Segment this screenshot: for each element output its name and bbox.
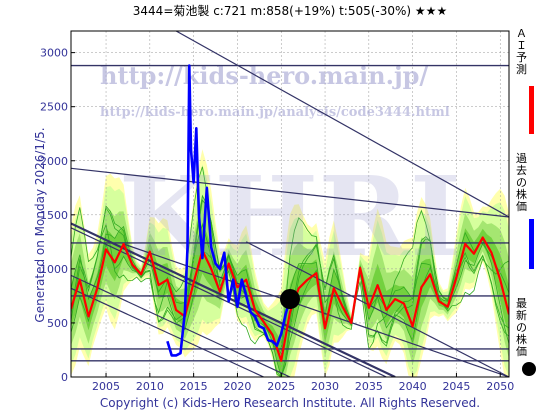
x-tick-label-2020: 2020 (223, 380, 251, 393)
legend-label-past-price: 過去の株価 (516, 152, 527, 213)
trend-line-5 (71, 287, 264, 377)
legend: ＡＩ予測 過去の株価 最新の株価 (512, 28, 542, 378)
y-tick-label-2500: 2500 (40, 101, 68, 114)
x-tick-label-2035: 2035 (355, 380, 383, 393)
x-tick-label-2050: 2050 (486, 380, 514, 393)
trend-line-7 (245, 241, 509, 377)
y-tick-label-3000: 3000 (40, 47, 68, 60)
watermark-logo: KHRI (119, 152, 461, 281)
prediction-path-4 (71, 166, 509, 351)
watermark: http://kids-hero.main.jp/ http://kids-he… (100, 61, 461, 281)
y-tick-label-0: 0 (61, 371, 68, 384)
legend-item-latest-price: 最新の株価 (512, 298, 542, 378)
prediction-path-3 (71, 199, 509, 377)
legend-item-past-price: 過去の株価 (512, 153, 542, 283)
trend-line-1 (175, 31, 509, 218)
x-tick-label-2025: 2025 (267, 380, 295, 393)
legend-swatch-past-price (529, 219, 534, 269)
legend-label-latest-price: 最新の株価 (516, 297, 527, 358)
y-tick-label-1000: 1000 (40, 263, 68, 276)
trend-line-4 (71, 274, 291, 377)
y-tick-label-1500: 1500 (40, 209, 68, 222)
x-tick-label-2040: 2040 (399, 380, 427, 393)
forecast-line (71, 236, 509, 362)
y-tick-label-500: 500 (47, 317, 68, 330)
x-tick-label-2030: 2030 (311, 380, 339, 393)
y-tick-label-2000: 2000 (40, 155, 68, 168)
past-price-line (166, 64, 292, 357)
latest-price-marker (280, 289, 300, 310)
copyright-footer: Copyright (c) Kids-Hero Research Institu… (99, 396, 481, 410)
x-tick-label-2015: 2015 (180, 380, 208, 393)
x-tick-label-2005: 2005 (92, 380, 120, 393)
plot-frame (70, 30, 510, 378)
legend-label-forecast: ＡＩ予測 (516, 27, 527, 76)
legend-swatch-latest-price (522, 362, 536, 376)
trend-line-0 (71, 167, 509, 218)
watermark-url-2: http://kids-hero.main.jp/analysis/code34… (100, 105, 450, 120)
chart-title: 3444=菊池製 c:721 m:858(+19%) t:505(-30%) ★… (132, 4, 448, 18)
legend-item-forecast: ＡＩ予測 (512, 28, 542, 138)
x-tick-label-2010: 2010 (136, 380, 164, 393)
legend-swatch-forecast (529, 86, 534, 134)
x-tick-label-2045: 2045 (442, 380, 470, 393)
